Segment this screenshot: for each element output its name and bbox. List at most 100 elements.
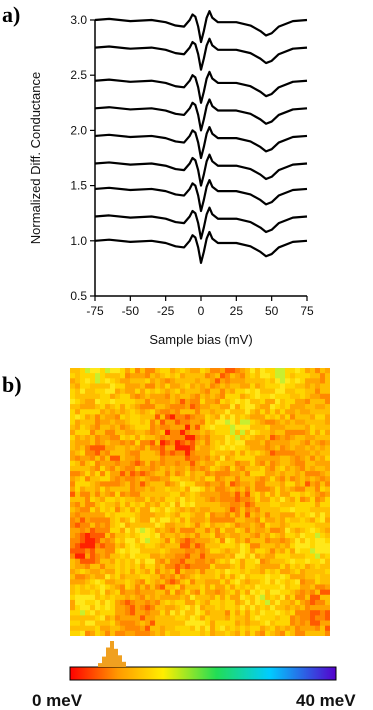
heatmap-cell [155, 486, 161, 493]
heatmap-cell [225, 543, 231, 549]
heatmap-cell [310, 414, 316, 420]
heatmap-cell [235, 507, 241, 513]
heatmap-cell [85, 605, 91, 611]
heatmap-cell [95, 455, 101, 462]
heatmap-cell [100, 563, 106, 570]
heatmap-cell [305, 414, 311, 420]
heatmap-cell [165, 507, 171, 513]
heatmap-cell [210, 440, 216, 446]
heatmap-cell [235, 373, 241, 379]
heatmap-cell [240, 476, 246, 482]
heatmap-cell [285, 502, 291, 508]
heatmap-cell [215, 398, 221, 405]
heatmap-cell [280, 414, 286, 420]
heatmap-cell [75, 620, 81, 627]
heatmap-cell [245, 630, 251, 636]
heatmap-cell [170, 512, 176, 518]
heatmap-cell [315, 615, 321, 621]
heatmap-cell [75, 388, 81, 395]
heatmap-cell [225, 383, 231, 390]
heatmap-cell [125, 409, 131, 415]
heatmap-cell [190, 393, 196, 400]
heatmap-cell [120, 378, 126, 384]
heatmap-cell [180, 383, 186, 390]
heatmap-cell [220, 615, 226, 621]
heatmap-cell [285, 599, 291, 606]
heatmap-cell [145, 476, 151, 482]
heatmap-cell [260, 409, 266, 415]
heatmap-cell [90, 471, 96, 477]
heatmap-cell [300, 589, 306, 596]
heatmap-cell [85, 625, 91, 632]
heatmap-cell [95, 558, 101, 565]
heatmap-cell [295, 429, 301, 436]
heatmap-cell [290, 450, 296, 457]
heatmap-cell [140, 460, 146, 467]
heatmap-cell [170, 414, 176, 420]
heatmap-cell [280, 491, 286, 498]
heatmap-cell [255, 558, 261, 565]
heatmap-cell [245, 574, 251, 580]
heatmap-cell [280, 507, 286, 513]
heatmap-cell [220, 610, 226, 616]
heatmap-cell [305, 599, 311, 606]
heatmap-cell [105, 553, 111, 560]
heatmap-cell [170, 630, 176, 636]
heatmap-cell [95, 404, 101, 410]
heatmap-cell [315, 605, 321, 611]
heatmap-cell [270, 435, 276, 441]
heatmap-cell [275, 574, 281, 580]
heatmap-cell [200, 486, 206, 493]
heatmap-cell [215, 491, 221, 498]
heatmap-cell [215, 625, 221, 632]
heatmap-cell [85, 419, 91, 426]
heatmap-cell [130, 579, 136, 585]
heatmap-cell [300, 527, 306, 534]
colorbar-gradient [69, 666, 337, 681]
heatmap-cell [300, 594, 306, 601]
heatmap-cell [105, 594, 111, 601]
heatmap-cell [195, 558, 201, 565]
heatmap-cell [280, 368, 286, 374]
heatmap-cell [195, 625, 201, 632]
heatmap-cell [220, 476, 226, 482]
heatmap-cell [205, 419, 211, 426]
heatmap-cell [255, 538, 261, 544]
heatmap-cell [290, 373, 296, 379]
heatmap-cell [220, 522, 226, 529]
heatmap-cell [250, 630, 256, 636]
heatmap-cell [145, 610, 151, 616]
heatmap-cell [260, 378, 266, 384]
heatmap-cell [70, 574, 76, 580]
heatmap-cell [285, 388, 291, 395]
heatmap-cell [240, 502, 246, 508]
heatmap-cell [270, 615, 276, 621]
heatmap-cell [160, 563, 166, 570]
heatmap-cell [170, 620, 176, 627]
heatmap-cell [295, 615, 301, 621]
heatmap-cell [85, 496, 91, 503]
heatmap-cell [155, 502, 161, 508]
heatmap-cell [195, 563, 201, 570]
heatmap-cell [250, 610, 256, 616]
heatmap-cell [325, 435, 330, 441]
heatmap-cell [260, 398, 266, 405]
heatmap-cell [310, 512, 316, 518]
heatmap-cell [255, 522, 261, 529]
heatmap-cell [315, 589, 321, 596]
heatmap-cell [95, 589, 101, 596]
heatmap-cell [320, 429, 326, 436]
heatmap-cell [215, 620, 221, 627]
heatmap-cell [245, 527, 251, 534]
heatmap-cell [115, 455, 121, 462]
heatmap-cell [250, 512, 256, 518]
heatmap-cell [250, 527, 256, 534]
heatmap-cell [300, 481, 306, 487]
heatmap-cell [125, 548, 131, 554]
heatmap-cell [240, 543, 246, 549]
heatmap-cell [175, 574, 181, 580]
heatmap-cell [160, 507, 166, 513]
heatmap-cell [325, 507, 330, 513]
heatmap-cell [105, 378, 111, 384]
heatmap-cell [170, 589, 176, 596]
